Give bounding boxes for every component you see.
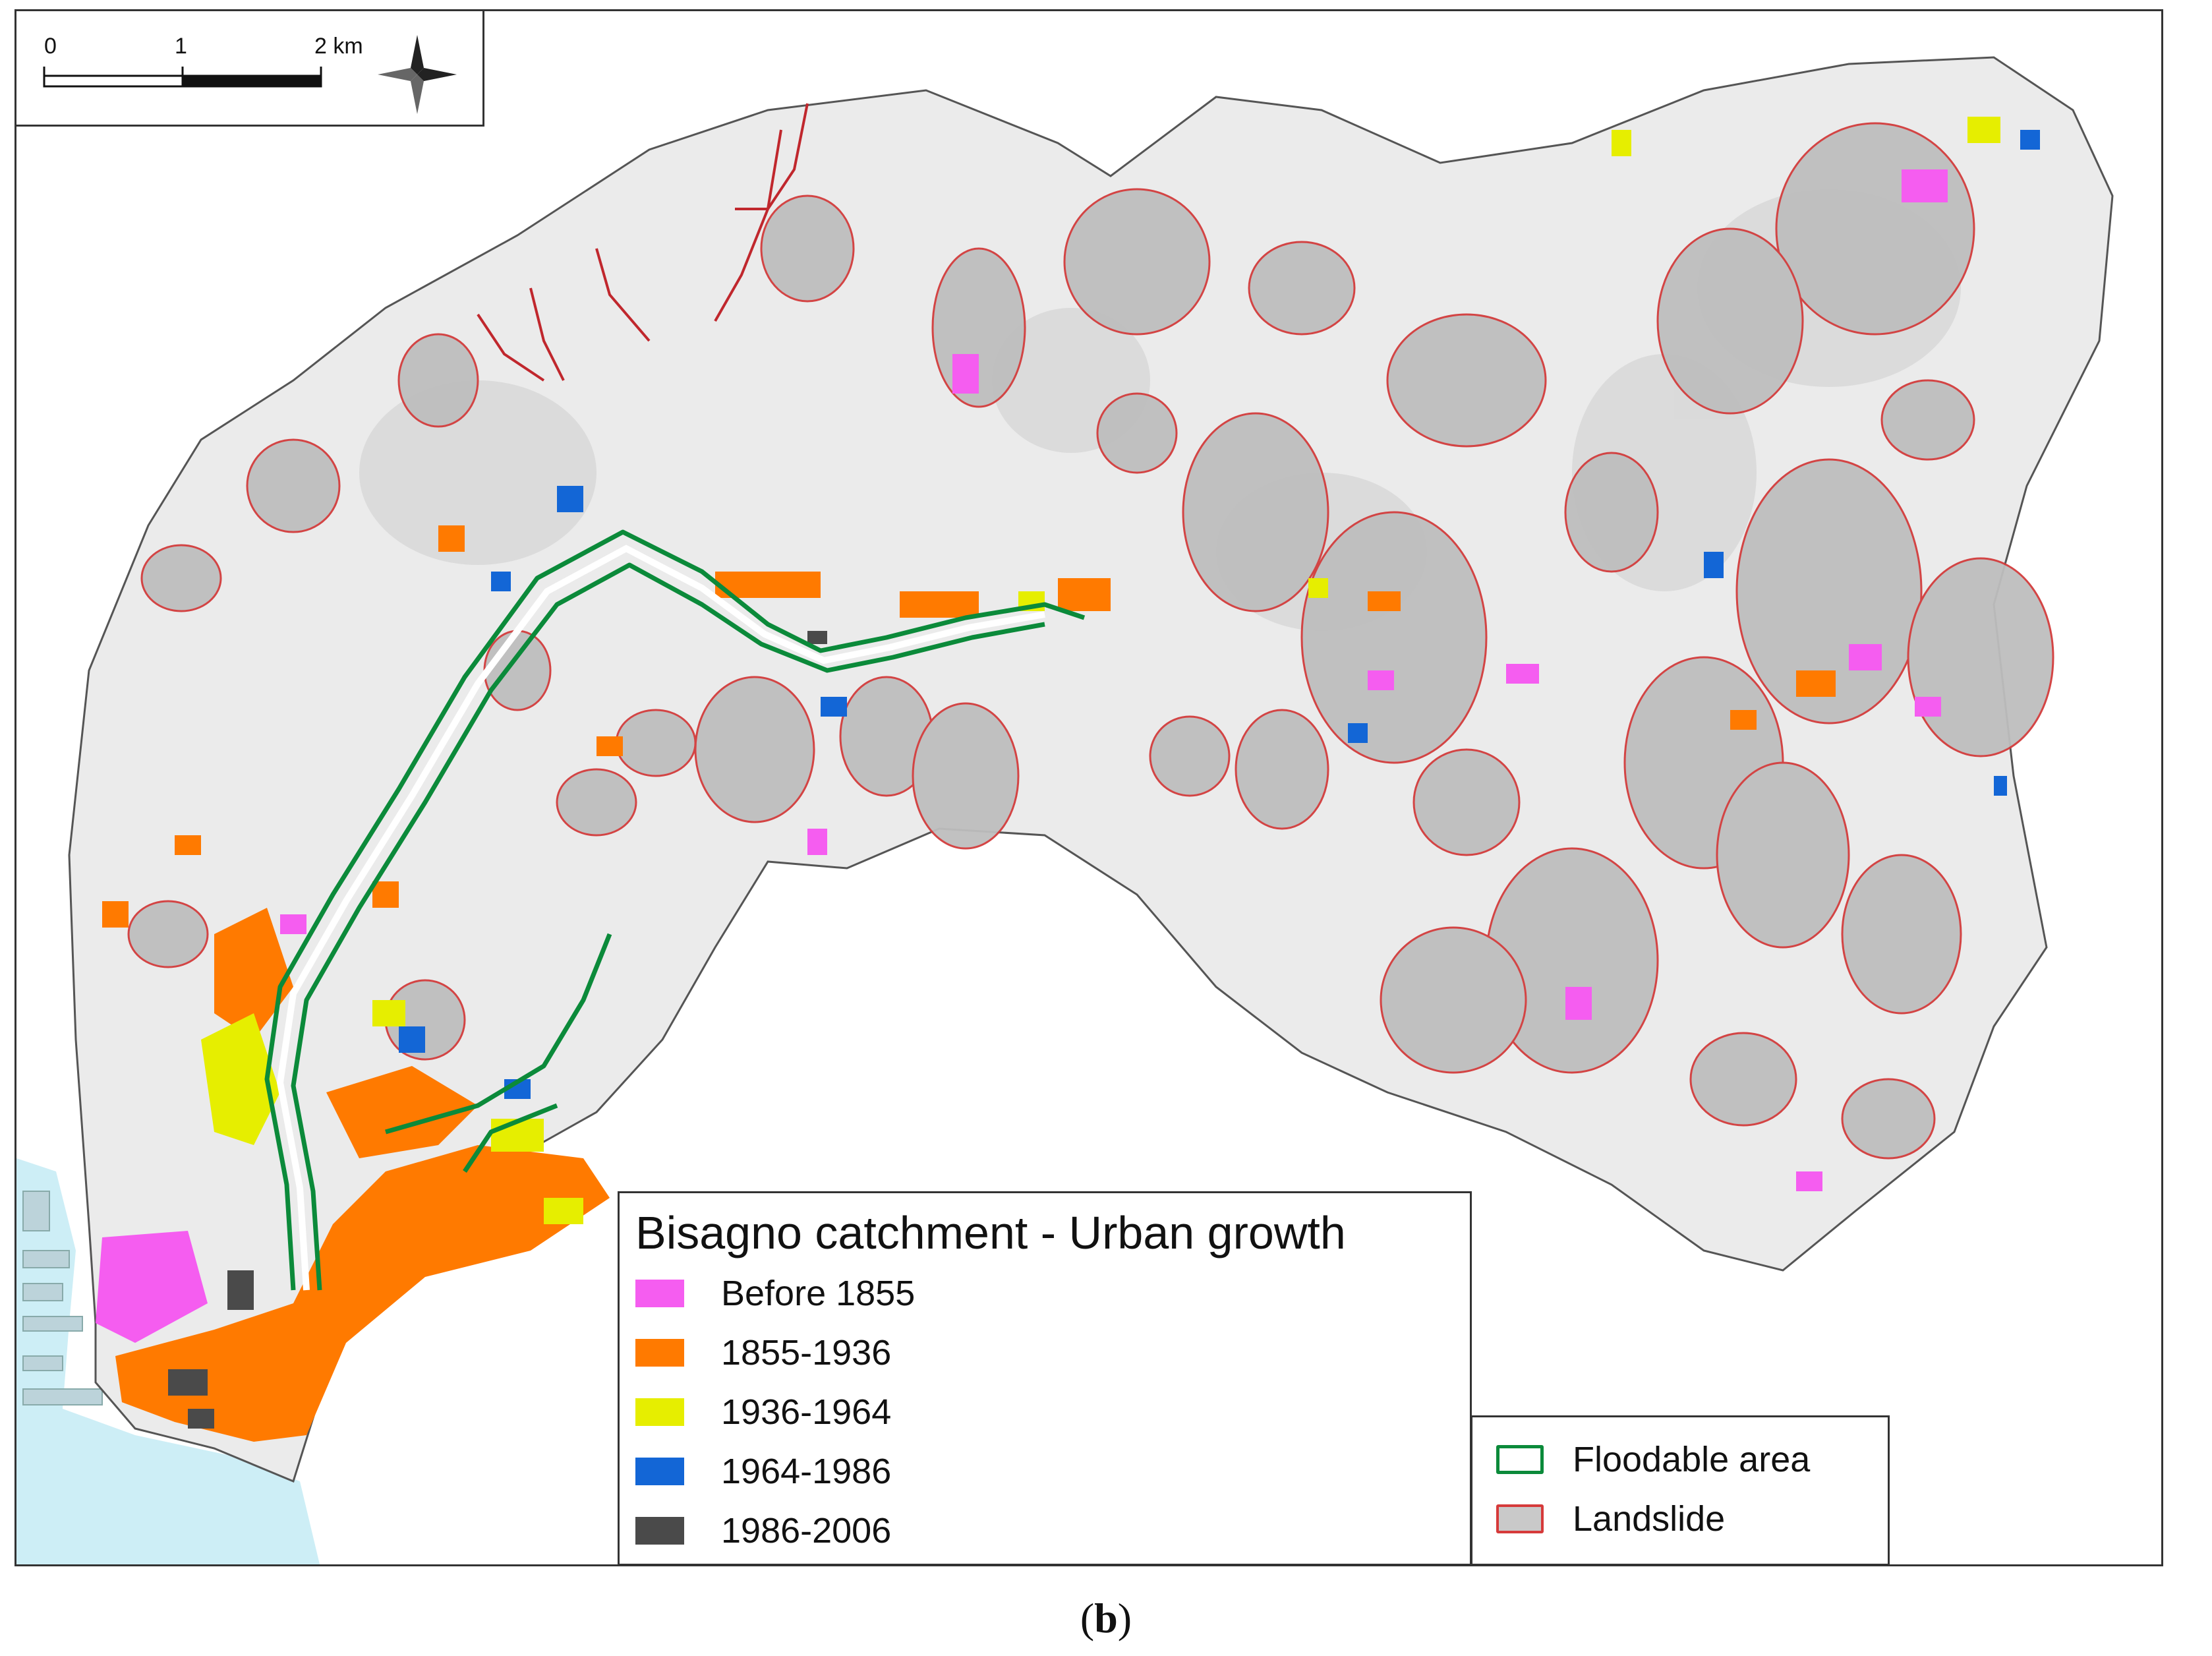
landslides xyxy=(127,122,2054,1160)
catchment-map xyxy=(16,56,2114,1564)
legend-swatch-1986-2006 xyxy=(635,1517,684,1545)
legend-swatch-1964-1986 xyxy=(635,1458,684,1485)
figure-caption: (b) xyxy=(0,1594,2212,1643)
legend-label-before-1855: Before 1855 xyxy=(721,1274,916,1313)
legend-row-1936-1964: 1936-1964 xyxy=(635,1392,892,1432)
north-arrow-compass-icon xyxy=(378,35,457,114)
urban-1855-1936 xyxy=(102,525,1836,1442)
floodable-channel xyxy=(276,545,1045,1291)
legend-row-landslide: Landslide xyxy=(1496,1499,1725,1539)
legend-label-1986-2006: 1986-2006 xyxy=(721,1511,892,1551)
legend-swatch-landslide xyxy=(1496,1504,1544,1533)
legend-label-1936-1964: 1936-1964 xyxy=(721,1392,892,1432)
legend-label-landslide: Landslide xyxy=(1573,1499,1726,1539)
floodable-area xyxy=(264,529,1086,1291)
legend-swatch-1936-1964 xyxy=(635,1398,684,1426)
legend-row-floodable-area: Floodable area xyxy=(1496,1440,1810,1479)
legend-row-1964-1986: 1964-1986 xyxy=(635,1452,892,1491)
legend-swatch-before-1855 xyxy=(635,1280,684,1307)
legend-row-before-1855: Before 1855 xyxy=(635,1274,916,1313)
urban-1964-1986 xyxy=(399,130,2040,1099)
river-network xyxy=(477,103,809,382)
urban-1986-2006 xyxy=(168,631,827,1429)
caption-letter: b xyxy=(1094,1595,1118,1641)
urban-growth-legend: Bisagno catchment - Urban growth Before … xyxy=(618,1191,1472,1564)
scale-bar-box: 0 1 2 km xyxy=(16,11,484,127)
legend-row-1855-1936: 1855-1936 xyxy=(635,1333,892,1373)
hazard-legend: Floodable area Landslide xyxy=(1470,1415,1890,1564)
legend-label-1964-1986: 1964-1986 xyxy=(721,1452,892,1491)
urban-1936-1964 xyxy=(201,117,2000,1224)
legend-row-1986-2006: 1986-2006 xyxy=(635,1511,892,1551)
legend-swatch-floodable-area xyxy=(1496,1445,1544,1474)
urban-before-1855 xyxy=(96,169,1948,1343)
legend-swatch-1855-1936 xyxy=(635,1339,684,1367)
legend-title: Bisagno catchment - Urban growth xyxy=(635,1207,1346,1258)
map-frame: 0 1 2 km Bisagno catchment - Urban growt… xyxy=(15,9,2163,1566)
scale-tick-label-0: 0 xyxy=(44,34,57,59)
legend-label-floodable-area: Floodable area xyxy=(1573,1440,1811,1479)
scale-tick-label-2: 2 km xyxy=(314,34,363,59)
scale-bar xyxy=(43,35,457,114)
sea xyxy=(16,1158,320,1564)
caption-open-paren: ( xyxy=(1080,1595,1095,1641)
caption-close-paren: ) xyxy=(1117,1595,1132,1641)
legend-label-1855-1936: 1855-1936 xyxy=(721,1333,892,1373)
scale-tick-label-1: 1 xyxy=(175,34,187,59)
port-piers xyxy=(22,1191,103,1405)
